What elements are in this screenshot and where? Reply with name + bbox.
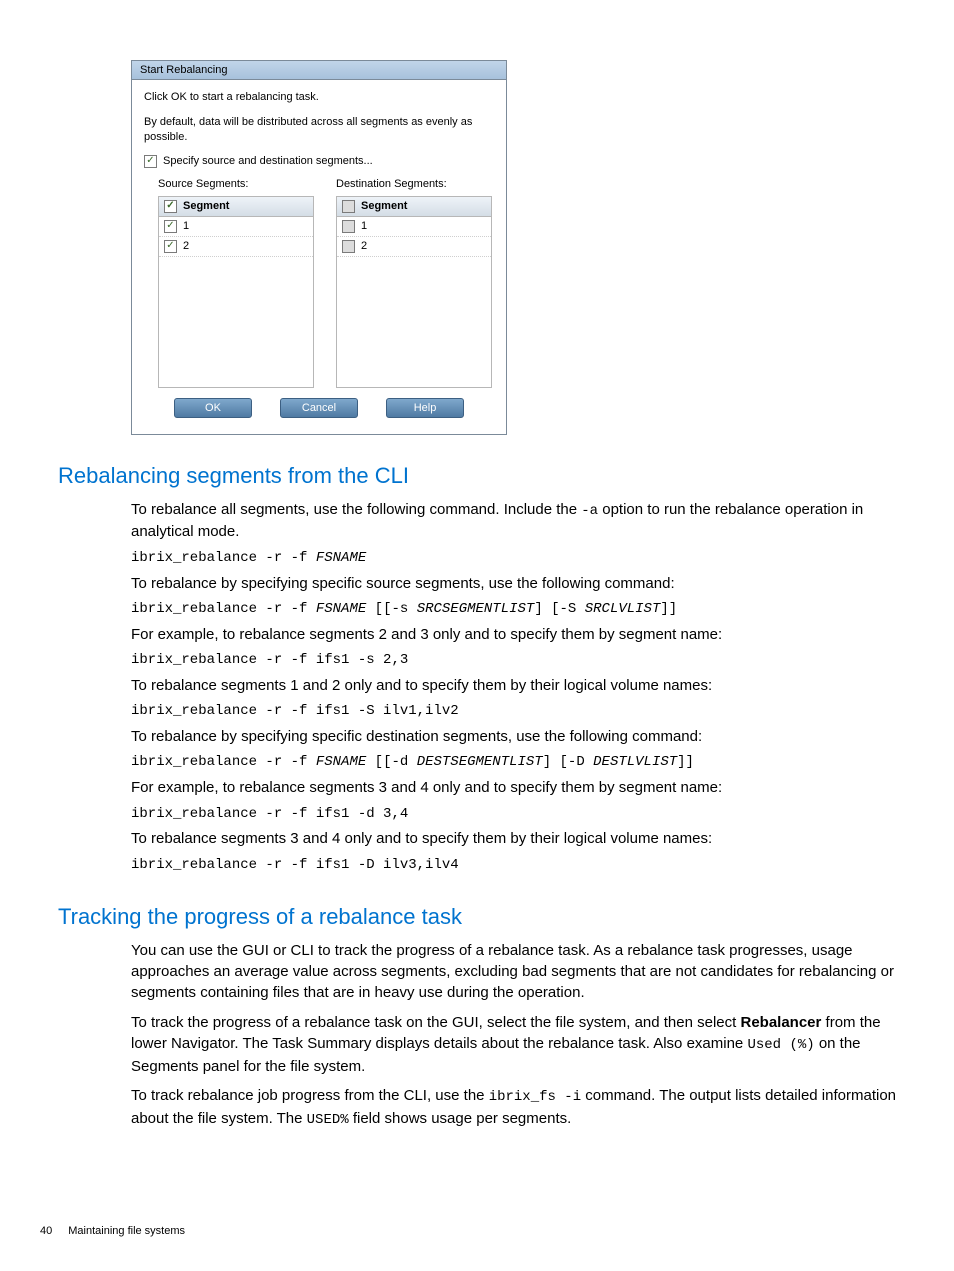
body-text: To track the progress of a rebalance tas… xyxy=(131,1012,896,1077)
blank-area xyxy=(337,257,491,387)
page-footer: 40 Maintaining file systems xyxy=(40,1225,185,1237)
page-number: 40 xyxy=(40,1225,52,1237)
specify-label: Specify source and destination segments.… xyxy=(163,155,373,167)
code-line: ibrix_rebalance -r -f FSNAME xyxy=(131,549,896,569)
table-row[interactable]: 1 xyxy=(159,217,313,237)
code-line: ibrix_rebalance -r -f ifs1 -s 2,3 xyxy=(131,651,896,671)
body-text: To rebalance all segments, use the follo… xyxy=(131,499,896,543)
body-text: To rebalance by specifying specific dest… xyxy=(131,726,896,747)
code-line: ibrix_rebalance -r -f FSNAME [[-s SRCSEG… xyxy=(131,600,896,620)
src-row-label: 1 xyxy=(183,220,189,232)
code-line: ibrix_rebalance -r -f ifs1 -D ilv3,ilv4 xyxy=(131,856,896,876)
src-row-label: 2 xyxy=(183,240,189,252)
code-line: ibrix_rebalance -r -f ifs1 -S ilv1,ilv2 xyxy=(131,702,896,722)
dialog-intro-1: Click OK to start a rebalancing task. xyxy=(144,90,494,105)
src-header-label: Segment xyxy=(183,200,229,212)
body-text: To rebalance by specifying specific sour… xyxy=(131,573,896,594)
heading-tracking: Tracking the progress of a rebalance tas… xyxy=(58,904,896,930)
dst-row-label: 1 xyxy=(361,220,367,232)
body-text: To track rebalance job progress from the… xyxy=(131,1085,896,1131)
dialog-intro-2: By default, data will be distributed acr… xyxy=(144,115,494,145)
body-text: To rebalance segments 1 and 2 only and t… xyxy=(131,675,896,696)
src-row-checkbox[interactable] xyxy=(164,220,177,233)
src-header-checkbox[interactable] xyxy=(164,200,177,213)
code-line: ibrix_rebalance -r -f ifs1 -d 3,4 xyxy=(131,805,896,825)
cancel-button[interactable]: Cancel xyxy=(280,398,358,418)
body-text: For example, to rebalance segments 2 and… xyxy=(131,624,896,645)
dst-header-checkbox[interactable] xyxy=(342,200,355,213)
src-row-checkbox[interactable] xyxy=(164,240,177,253)
dst-row-checkbox[interactable] xyxy=(342,220,355,233)
help-button[interactable]: Help xyxy=(386,398,464,418)
body-text: You can use the GUI or CLI to track the … xyxy=(131,940,896,1004)
dst-header-label: Segment xyxy=(361,200,407,212)
table-row[interactable]: 2 xyxy=(159,237,313,257)
destination-segments-col: Destination Segments: Segment 1 2 xyxy=(336,176,492,388)
body-text: For example, to rebalance segments 3 and… xyxy=(131,777,896,798)
dest-label: Destination Segments: xyxy=(336,176,492,196)
rebalance-dialog: Start Rebalancing Click OK to start a re… xyxy=(131,60,507,435)
code-line: ibrix_rebalance -r -f FSNAME [[-d DESTSE… xyxy=(131,753,896,773)
footer-title: Maintaining file systems xyxy=(68,1225,185,1237)
dialog-title: Start Rebalancing xyxy=(132,61,506,80)
table-row[interactable]: 2 xyxy=(337,237,491,257)
dst-row-label: 2 xyxy=(361,240,367,252)
dst-row-checkbox[interactable] xyxy=(342,240,355,253)
heading-rebalance-cli: Rebalancing segments from the CLI xyxy=(58,463,896,489)
table-row[interactable]: 1 xyxy=(337,217,491,237)
source-label: Source Segments: xyxy=(158,176,314,196)
blank-area xyxy=(159,257,313,387)
source-segments-col: Source Segments: Segment 1 2 xyxy=(158,176,314,388)
specify-checkbox[interactable] xyxy=(144,155,157,168)
ok-button[interactable]: OK xyxy=(174,398,252,418)
body-text: To rebalance segments 3 and 4 only and t… xyxy=(131,828,896,849)
